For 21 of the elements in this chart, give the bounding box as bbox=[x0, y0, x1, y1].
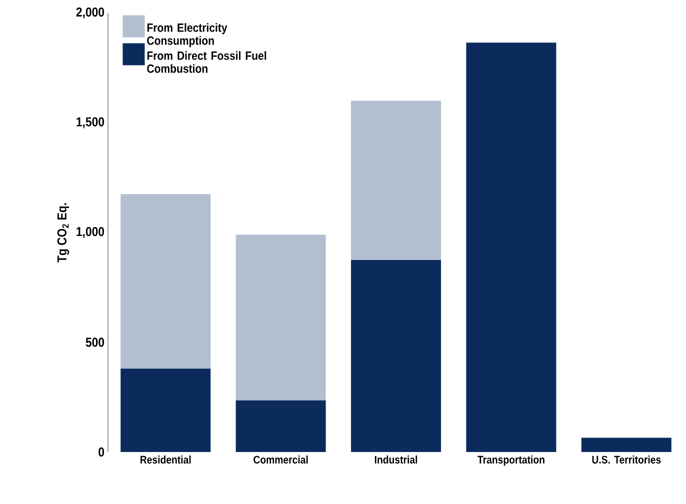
bar bbox=[236, 400, 326, 452]
y-tick-label: 0 bbox=[98, 447, 104, 457]
x-tick-label: Commercial bbox=[254, 456, 308, 464]
y-axis-title: Tg CO$_{2}$ Eq. bbox=[57, 203, 70, 262]
bar bbox=[120, 194, 211, 369]
legend-label: From Electricity Consumption bbox=[147, 23, 228, 48]
bar bbox=[581, 438, 672, 452]
bar bbox=[466, 42, 556, 452]
y-tick-label: 2,000 bbox=[76, 7, 104, 19]
legend-label: From Direct Fossil Fuel Combustion bbox=[147, 51, 266, 73]
x-tick-label: U.S. Territories bbox=[592, 456, 661, 464]
bar bbox=[236, 234, 326, 400]
y-tick-label: 1,000 bbox=[76, 226, 104, 238]
bar bbox=[351, 100, 442, 260]
x-tick-label: Transportation bbox=[478, 456, 544, 466]
x-tick-label: Industrial bbox=[374, 456, 418, 464]
y-tick-label: 500 bbox=[86, 338, 104, 347]
y-tick-label: 1,500 bbox=[76, 117, 104, 128]
bar bbox=[351, 260, 442, 452]
x-tick-label: Residential bbox=[140, 456, 191, 464]
bar bbox=[120, 368, 211, 452]
